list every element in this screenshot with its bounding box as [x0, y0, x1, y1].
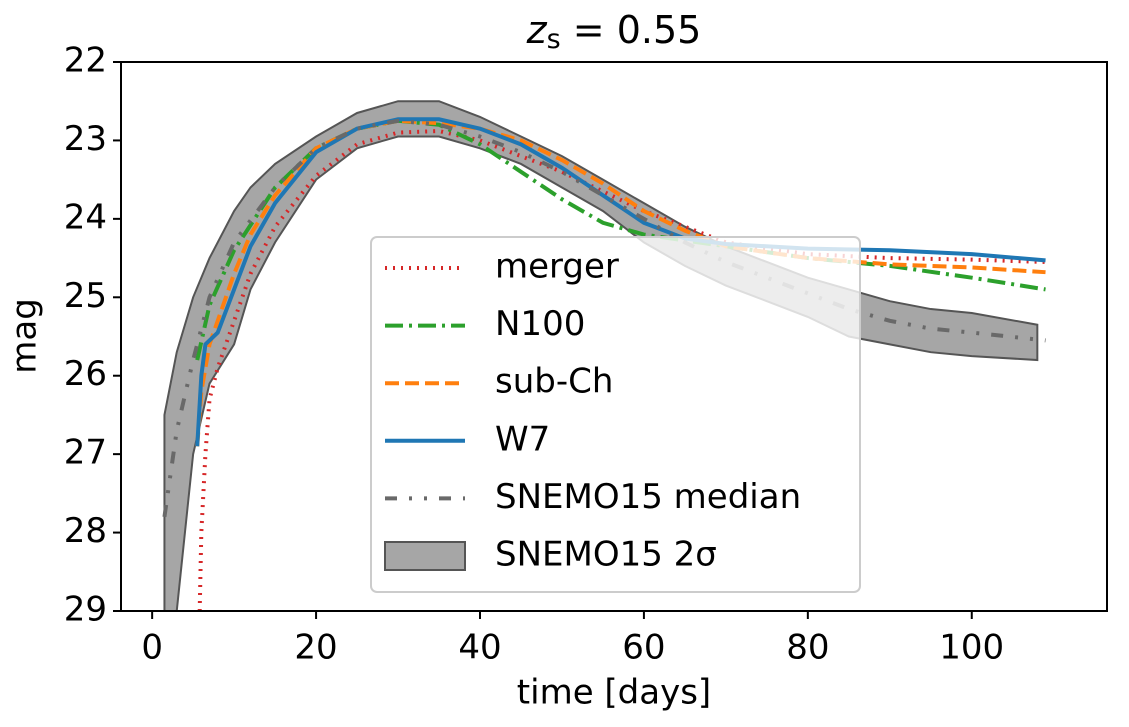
legend-label: N100 — [495, 304, 585, 344]
legend-box — [370, 236, 861, 593]
series-line — [197, 129, 1046, 611]
legend-label: W7 — [495, 419, 550, 459]
y-tick-label: 23 — [64, 119, 107, 159]
x-tick-label: 100 — [939, 628, 1004, 668]
y-tick-label: 29 — [64, 590, 107, 630]
title-rest: = 0.55 — [561, 8, 702, 52]
legend-label: merger — [495, 247, 619, 287]
title-subscript: s — [547, 24, 561, 55]
x-tick-label: 0 — [141, 628, 163, 668]
legend-label: SNEMO15 median — [495, 477, 801, 517]
y-tick-label: 27 — [64, 433, 107, 473]
legend-label: sub-Ch — [495, 362, 613, 402]
y-tick-label: 24 — [64, 197, 107, 237]
x-axis-label: time [days] — [517, 673, 711, 713]
band-area — [163, 100, 1039, 611]
y-tick-label: 25 — [64, 276, 107, 316]
x-tick-label: 20 — [294, 628, 337, 668]
title-symbol: z — [526, 8, 548, 52]
y-axis-label: mag — [5, 298, 45, 374]
y-tick-label: 22 — [64, 41, 107, 81]
y-tick-label: 28 — [64, 511, 107, 551]
legend: merger N100 sub-Ch W7 SNEMO15 median SNEMO15 … — [370, 236, 861, 593]
x-tick-label: 80 — [786, 628, 829, 668]
axes-frame — [120, 61, 1108, 612]
x-tick-label: 60 — [622, 628, 665, 668]
y-tick-label: 26 — [64, 354, 107, 394]
chart-title: zs = 0.55 — [526, 8, 702, 55]
legend-label: SNEMO15 2σ — [495, 535, 717, 575]
legend-swatch — [384, 541, 466, 571]
series-line — [195, 118, 1046, 361]
x-tick-label: 40 — [458, 628, 501, 668]
